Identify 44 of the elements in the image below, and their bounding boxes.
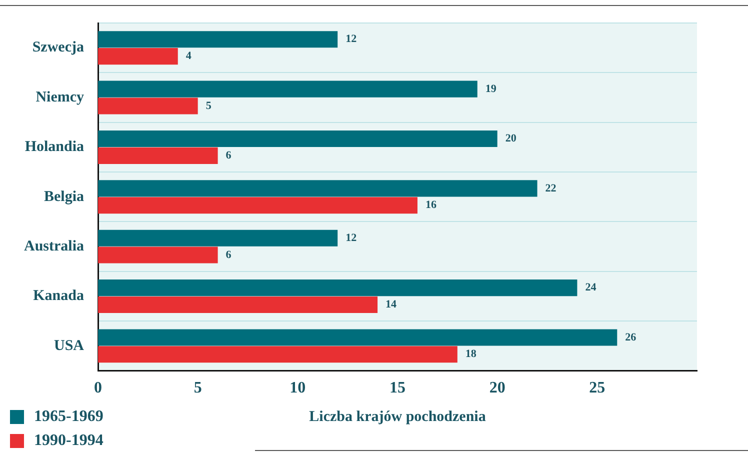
y-tick-label: Kanada (33, 288, 84, 304)
x-tick-label: 15 (390, 380, 406, 397)
x-tick-label: 0 (94, 380, 102, 397)
data-label: 18 (465, 348, 477, 360)
bar (98, 180, 538, 197)
bar (98, 346, 458, 363)
data-label: 6 (226, 248, 232, 261)
x-tick-label: 5 (194, 380, 202, 397)
data-label: 4 (186, 50, 192, 62)
legend-label: 1990-1994 (34, 432, 104, 450)
bar (98, 130, 498, 148)
data-label: 20 (505, 132, 517, 145)
bar (98, 147, 218, 164)
data-label: 26 (625, 331, 637, 344)
y-tick-label: Szwecja (32, 40, 84, 56)
data-label: 5 (206, 100, 212, 112)
bar (98, 48, 178, 65)
bar (98, 246, 218, 264)
x-tick-label: 20 (489, 380, 506, 397)
data-label: 22 (545, 182, 557, 194)
y-tick-label: USA (54, 338, 84, 354)
y-tick-label: Australia (24, 238, 84, 254)
bar (98, 31, 338, 48)
bar (98, 80, 478, 98)
y-tick-label: Holandia (24, 139, 84, 156)
y-tick-label: Belgia (44, 188, 84, 205)
x-axis-title: Liczba krajów pochodzenia (309, 408, 486, 425)
data-label: 24 (585, 282, 597, 294)
bar (98, 98, 198, 114)
bar (98, 280, 578, 296)
x-tick-label: 10 (290, 380, 306, 397)
data-label: 12 (346, 33, 358, 46)
bar (98, 329, 618, 346)
data-label: 19 (485, 82, 497, 95)
data-label: 6 (226, 150, 232, 162)
legend-label: 1965-1969 (34, 408, 104, 426)
bar (98, 296, 378, 313)
data-label: 12 (346, 232, 358, 244)
data-label: 14 (386, 298, 398, 311)
x-tick-label: 25 (589, 380, 606, 397)
data-label: 16 (425, 199, 437, 212)
y-tick-label: Niemcy (36, 89, 84, 106)
bar (98, 230, 338, 246)
bar (98, 197, 418, 214)
